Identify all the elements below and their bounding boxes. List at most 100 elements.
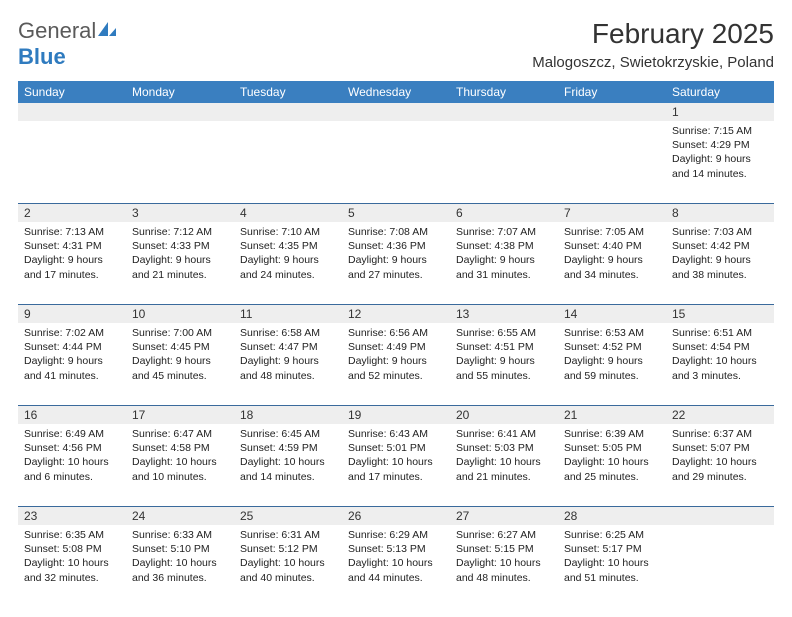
day-detail: Sunrise: 7:02 AMSunset: 4:44 PMDaylight:…: [24, 326, 120, 383]
day-cell: Sunrise: 6:49 AMSunset: 4:56 PMDaylight:…: [18, 424, 126, 506]
day-detail: Sunrise: 6:33 AMSunset: 5:10 PMDaylight:…: [132, 528, 228, 585]
day-cell: Sunrise: 7:02 AMSunset: 4:44 PMDaylight:…: [18, 323, 126, 405]
day-number: 18: [234, 406, 342, 424]
day-number: 1: [666, 103, 774, 121]
daynum-row: 1: [18, 103, 774, 121]
day-number: [18, 103, 126, 121]
sunrise-text: Sunrise: 7:13 AM: [24, 225, 120, 239]
day-detail: Sunrise: 6:51 AMSunset: 4:54 PMDaylight:…: [672, 326, 768, 383]
day-cell: Sunrise: 7:12 AMSunset: 4:33 PMDaylight:…: [126, 222, 234, 304]
day-detail: Sunrise: 6:39 AMSunset: 5:05 PMDaylight:…: [564, 427, 660, 484]
sunrise-text: Sunrise: 6:25 AM: [564, 528, 660, 542]
sunset-text: Sunset: 4:33 PM: [132, 239, 228, 253]
day-cell: Sunrise: 6:47 AMSunset: 4:58 PMDaylight:…: [126, 424, 234, 506]
day-cell: Sunrise: 6:53 AMSunset: 4:52 PMDaylight:…: [558, 323, 666, 405]
title-block: February 2025 Malogoszcz, Swietokrzyskie…: [532, 18, 774, 71]
sunset-text: Sunset: 4:31 PM: [24, 239, 120, 253]
sunrise-text: Sunrise: 7:03 AM: [672, 225, 768, 239]
day-cell: Sunrise: 6:35 AMSunset: 5:08 PMDaylight:…: [18, 525, 126, 607]
day-cell: Sunrise: 6:45 AMSunset: 4:59 PMDaylight:…: [234, 424, 342, 506]
day-cell: Sunrise: 6:55 AMSunset: 4:51 PMDaylight:…: [450, 323, 558, 405]
sunset-text: Sunset: 5:08 PM: [24, 542, 120, 556]
sunrise-text: Sunrise: 6:58 AM: [240, 326, 336, 340]
sunrise-text: Sunrise: 7:10 AM: [240, 225, 336, 239]
day-detail: Sunrise: 6:58 AMSunset: 4:47 PMDaylight:…: [240, 326, 336, 383]
sunrise-text: Sunrise: 6:29 AM: [348, 528, 444, 542]
calendar-page: General Blue February 2025 Malogoszcz, S…: [0, 0, 792, 617]
day-cell: Sunrise: 6:56 AMSunset: 4:49 PMDaylight:…: [342, 323, 450, 405]
day-cell: Sunrise: 6:58 AMSunset: 4:47 PMDaylight:…: [234, 323, 342, 405]
day-cell: Sunrise: 7:08 AMSunset: 4:36 PMDaylight:…: [342, 222, 450, 304]
day-number: 21: [558, 406, 666, 424]
daynum-row: 9101112131415: [18, 304, 774, 323]
day-number: 11: [234, 305, 342, 323]
day-number: 19: [342, 406, 450, 424]
day-cell: Sunrise: 6:43 AMSunset: 5:01 PMDaylight:…: [342, 424, 450, 506]
day-cell: Sunrise: 7:07 AMSunset: 4:38 PMDaylight:…: [450, 222, 558, 304]
day-number: 24: [126, 507, 234, 525]
sunrise-text: Sunrise: 6:35 AM: [24, 528, 120, 542]
day-number: [450, 103, 558, 121]
sunset-text: Sunset: 5:10 PM: [132, 542, 228, 556]
sunrise-text: Sunrise: 7:02 AM: [24, 326, 120, 340]
day-detail: Sunrise: 7:12 AMSunset: 4:33 PMDaylight:…: [132, 225, 228, 282]
day-cell: [18, 121, 126, 203]
brand-logo: General Blue: [18, 18, 118, 70]
day-detail: Sunrise: 7:07 AMSunset: 4:38 PMDaylight:…: [456, 225, 552, 282]
sunrise-text: Sunrise: 6:43 AM: [348, 427, 444, 441]
day-detail: Sunrise: 6:31 AMSunset: 5:12 PMDaylight:…: [240, 528, 336, 585]
day-number: 14: [558, 305, 666, 323]
daylight-text: Daylight: 9 hours and 31 minutes.: [456, 253, 552, 281]
sunrise-text: Sunrise: 6:45 AM: [240, 427, 336, 441]
sunrise-text: Sunrise: 6:47 AM: [132, 427, 228, 441]
daylight-text: Daylight: 9 hours and 17 minutes.: [24, 253, 120, 281]
sunrise-text: Sunrise: 7:05 AM: [564, 225, 660, 239]
sunset-text: Sunset: 4:40 PM: [564, 239, 660, 253]
daylight-text: Daylight: 10 hours and 44 minutes.: [348, 556, 444, 584]
daylight-text: Daylight: 9 hours and 52 minutes.: [348, 354, 444, 382]
brand-word-1: General: [18, 18, 96, 43]
sunrise-text: Sunrise: 6:56 AM: [348, 326, 444, 340]
day-number: 2: [18, 204, 126, 222]
sunrise-text: Sunrise: 6:41 AM: [456, 427, 552, 441]
week-row: Sunrise: 6:49 AMSunset: 4:56 PMDaylight:…: [18, 424, 774, 506]
day-number: 12: [342, 305, 450, 323]
day-detail: Sunrise: 6:53 AMSunset: 4:52 PMDaylight:…: [564, 326, 660, 383]
sunset-text: Sunset: 4:35 PM: [240, 239, 336, 253]
day-number: 13: [450, 305, 558, 323]
daylight-text: Daylight: 10 hours and 48 minutes.: [456, 556, 552, 584]
day-number: 5: [342, 204, 450, 222]
sunset-text: Sunset: 4:49 PM: [348, 340, 444, 354]
sunrise-text: Sunrise: 6:53 AM: [564, 326, 660, 340]
sunset-text: Sunset: 4:59 PM: [240, 441, 336, 455]
sunset-text: Sunset: 4:38 PM: [456, 239, 552, 253]
day-cell: Sunrise: 6:41 AMSunset: 5:03 PMDaylight:…: [450, 424, 558, 506]
sunset-text: Sunset: 4:47 PM: [240, 340, 336, 354]
day-number: 8: [666, 204, 774, 222]
page-header: General Blue February 2025 Malogoszcz, S…: [18, 18, 774, 71]
day-detail: Sunrise: 6:43 AMSunset: 5:01 PMDaylight:…: [348, 427, 444, 484]
day-cell: Sunrise: 7:03 AMSunset: 4:42 PMDaylight:…: [666, 222, 774, 304]
day-cell: [450, 121, 558, 203]
weekday-header: Saturday: [666, 81, 774, 103]
sunset-text: Sunset: 4:44 PM: [24, 340, 120, 354]
day-cell: Sunrise: 6:25 AMSunset: 5:17 PMDaylight:…: [558, 525, 666, 607]
day-cell: Sunrise: 7:10 AMSunset: 4:35 PMDaylight:…: [234, 222, 342, 304]
week-row: Sunrise: 6:35 AMSunset: 5:08 PM Daylight:…: [18, 525, 774, 607]
day-cell: [558, 121, 666, 203]
sunset-text: Sunset: 5:17 PM: [564, 542, 660, 556]
day-detail: Sunrise: 7:00 AMSunset: 4:45 PMDaylight:…: [132, 326, 228, 383]
daylight-text: Daylight: 10 hours and 21 minutes.: [456, 455, 552, 483]
day-cell: [234, 121, 342, 203]
daylight-text: Daylight: 10 hours and 6 minutes.: [24, 455, 120, 483]
daylight-text: Daylight: 9 hours and 41 minutes.: [24, 354, 120, 382]
sunset-text: Sunset: 4:29 PM: [672, 138, 768, 152]
daynum-row: 232425262728: [18, 506, 774, 525]
day-detail: Sunrise: 7:08 AMSunset: 4:36 PMDaylight:…: [348, 225, 444, 282]
day-detail: Sunrise: 6:49 AMSunset: 4:56 PMDaylight:…: [24, 427, 120, 484]
day-number: [234, 103, 342, 121]
day-detail: Sunrise: 6:29 AMSunset: 5:13 PMDaylight:…: [348, 528, 444, 585]
day-cell: Sunrise: 6:31 AMSunset: 5:12 PMDaylight:…: [234, 525, 342, 607]
sunrise-text: Sunrise: 6:49 AM: [24, 427, 120, 441]
daylight-text: Daylight: 9 hours and 14 minutes.: [672, 152, 768, 180]
